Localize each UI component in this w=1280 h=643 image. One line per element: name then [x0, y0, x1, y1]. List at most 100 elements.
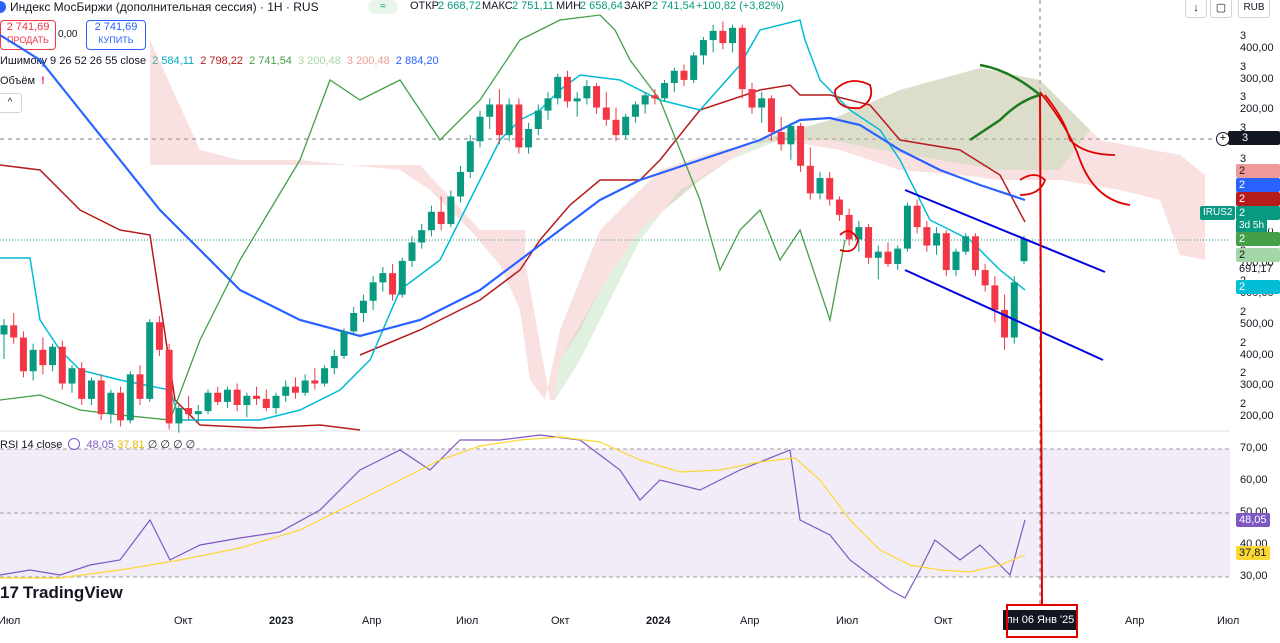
- candle-body: [515, 104, 523, 148]
- ichimoku-v5: 3 200,48: [346, 55, 390, 67]
- candle-body: [855, 227, 863, 240]
- candle-body: [194, 411, 202, 415]
- candle-body: [408, 242, 416, 261]
- candle-body: [797, 125, 805, 166]
- kumo-cloud-red: [150, 40, 1205, 400]
- candle-body: [777, 132, 785, 145]
- candle-body: [933, 233, 941, 246]
- price-tag-ma: 2 884,20: [1236, 178, 1280, 205]
- time-axis-label: Окт: [934, 615, 953, 627]
- candle-body: [903, 205, 911, 249]
- candle-body: [544, 98, 552, 111]
- volume-name: Объём: [0, 75, 36, 87]
- currency-button[interactable]: RUB: [1238, 0, 1270, 18]
- ichimoku-legend[interactable]: Ишимоку 9 26 52 26 55 close 2 584,11 2 7…: [0, 55, 442, 67]
- symbol-title[interactable]: Индекс МосБиржи (дополнительная сессия) …: [10, 0, 319, 14]
- candle-body: [816, 178, 824, 194]
- fullscreen-icon[interactable]: ▢: [1210, 0, 1232, 18]
- crosshair-date-tag: пн 06 Янв '25: [1003, 610, 1078, 630]
- candle-body: [748, 89, 756, 108]
- candle-body: [19, 337, 27, 372]
- warning-icon: !: [41, 75, 45, 87]
- crosshair-price: 3 071,69: [1242, 132, 1276, 158]
- download-arrow-icon[interactable]: ↓: [1185, 0, 1207, 18]
- time-axis-label: 2024: [646, 615, 671, 627]
- candle-body: [146, 322, 154, 399]
- candle-body: [631, 104, 639, 117]
- candle-body: [709, 30, 717, 41]
- collapse-legend-icon[interactable]: ^: [0, 93, 22, 113]
- candle-body: [680, 70, 688, 80]
- forecast-red-line-2: [1044, 94, 1116, 156]
- close-value: 2 741,54: [652, 0, 695, 12]
- candle-body: [68, 368, 76, 384]
- candle-body: [991, 285, 999, 310]
- candle-body: [223, 389, 231, 402]
- kumo-cloud-green: [555, 68, 1090, 400]
- forecast-red-line-1: [1039, 91, 1131, 206]
- time-axis-label: Окт: [551, 615, 570, 627]
- time-axis-label: Июл: [456, 615, 479, 627]
- vertical-marker-line: [1039, 94, 1043, 606]
- candle-body: [447, 196, 455, 225]
- candle-body: [962, 236, 970, 252]
- candle-body: [476, 116, 484, 142]
- candle-body: [758, 98, 766, 108]
- tradingview-logo[interactable]: 17 TradingView: [0, 583, 123, 603]
- ichimoku-v4: 3 200,48: [298, 55, 341, 67]
- buy-label: КУПИТЬ: [98, 35, 134, 45]
- time-axis-label: Апр: [740, 615, 760, 627]
- circle-annotation-2: [1019, 174, 1047, 196]
- buy-price: 2 741,69: [94, 21, 138, 33]
- price-axis-label: 2 400,00: [1240, 336, 1274, 361]
- candle-body: [350, 313, 358, 332]
- candle-body: [583, 86, 591, 99]
- volume-legend[interactable]: Объём !: [0, 75, 48, 87]
- candle-body: [874, 251, 882, 258]
- rsi-settings-icon[interactable]: [68, 438, 81, 450]
- candle-body: [175, 408, 183, 424]
- candle-body: [835, 199, 843, 215]
- add-plus-icon[interactable]: +: [1216, 132, 1230, 146]
- rsi-ma-tag: 37,81: [1236, 546, 1270, 560]
- session-badge[interactable]: ≈: [368, 0, 398, 14]
- candle-body: [58, 346, 66, 384]
- time-axis-label: Июл: [0, 615, 21, 627]
- rsi-axis-label: 30,00: [1240, 570, 1268, 582]
- candle-body: [952, 251, 960, 271]
- candle-body: [204, 392, 212, 412]
- rsi-value: 48,05: [86, 439, 115, 451]
- brand-text: TradingView: [22, 583, 123, 602]
- sell-price: 2 741,69: [6, 21, 50, 33]
- price-tag-kijun: 2 798,22: [1236, 192, 1280, 219]
- time-axis-label: Окт: [174, 615, 193, 627]
- rsi-legend[interactable]: RSI 14 close 48,05 37,81 ∅ ∅ ∅ ∅: [0, 438, 195, 451]
- tv-logo-icon: 17: [0, 583, 19, 602]
- tenkan-sen-line: [0, 19, 1026, 421]
- candle-body: [661, 83, 669, 99]
- rsi-line: [0, 434, 1026, 599]
- change-value: +100,82 (+3,82%): [696, 0, 785, 12]
- candle-body: [981, 270, 989, 286]
- price-axis-label: 2 200,00: [1240, 398, 1274, 422]
- candle-body: [913, 205, 921, 228]
- candle-body: [738, 27, 746, 90]
- candle-body: [942, 233, 950, 271]
- time-axis-label: Апр: [1125, 615, 1145, 627]
- candle-body: [155, 322, 163, 350]
- candle-body: [29, 349, 37, 372]
- candle-body: [107, 392, 115, 415]
- candle-body: [690, 55, 698, 80]
- candle-body: [486, 104, 494, 117]
- candle-body: [806, 165, 814, 194]
- rsi-tag: 48,05: [1236, 513, 1270, 527]
- buy-button[interactable]: 2 741,69 КУПИТЬ: [86, 20, 146, 50]
- candle-body: [534, 110, 542, 129]
- candle-body: [311, 380, 319, 384]
- low-value: 2 658,64: [580, 0, 623, 12]
- candle-body: [282, 386, 290, 396]
- candle-body: [214, 392, 222, 402]
- kijun-sen-line-1: [0, 164, 361, 431]
- rsi-ma-line: [0, 436, 1026, 579]
